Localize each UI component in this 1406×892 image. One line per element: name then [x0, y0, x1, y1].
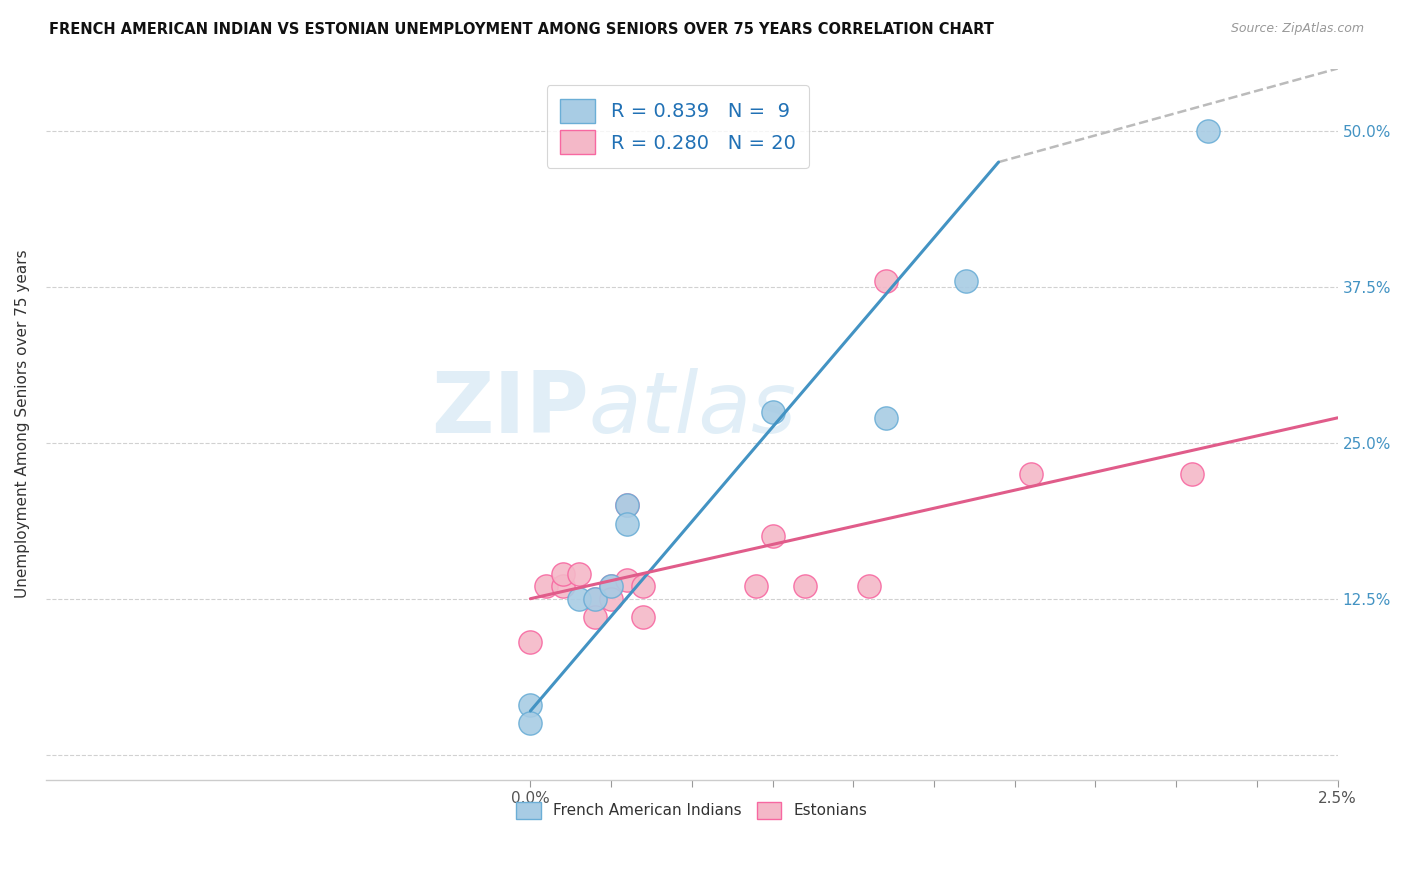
Point [583, 610, 606, 624]
Point [519, 716, 541, 731]
Point [616, 573, 638, 587]
Point [761, 404, 783, 418]
Point [519, 698, 541, 712]
Point [875, 410, 897, 425]
Point [616, 498, 638, 512]
Point [1019, 467, 1042, 481]
Point [600, 591, 623, 606]
Point [551, 566, 574, 581]
Point [583, 591, 606, 606]
Point [583, 591, 606, 606]
Point [600, 579, 623, 593]
Text: Source: ZipAtlas.com: Source: ZipAtlas.com [1230, 22, 1364, 36]
Point [633, 579, 655, 593]
Point [1198, 124, 1220, 138]
Point [955, 274, 977, 288]
Point [519, 635, 541, 649]
Legend: French American Indians, Estonians: French American Indians, Estonians [510, 796, 873, 825]
Point [551, 579, 574, 593]
Point [858, 579, 880, 593]
Text: atlas: atlas [589, 368, 796, 451]
Point [568, 566, 591, 581]
Point [793, 579, 815, 593]
Point [875, 274, 897, 288]
Y-axis label: Unemployment Among Seniors over 75 years: Unemployment Among Seniors over 75 years [15, 250, 30, 599]
Text: ZIP: ZIP [430, 368, 589, 451]
Point [633, 610, 655, 624]
Point [761, 529, 783, 543]
Point [1181, 467, 1204, 481]
Point [568, 591, 591, 606]
Text: FRENCH AMERICAN INDIAN VS ESTONIAN UNEMPLOYMENT AMONG SENIORS OVER 75 YEARS CORR: FRENCH AMERICAN INDIAN VS ESTONIAN UNEMP… [49, 22, 994, 37]
Point [600, 579, 623, 593]
Point [745, 579, 768, 593]
Point [616, 516, 638, 531]
Point [616, 498, 638, 512]
Point [536, 579, 558, 593]
